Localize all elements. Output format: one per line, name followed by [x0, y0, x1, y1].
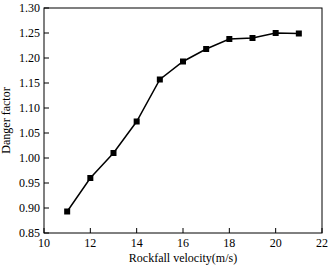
data-marker: [134, 119, 140, 125]
y-tick: [44, 208, 49, 209]
x-tick-label: 14: [131, 236, 143, 250]
y-tick-label: 1.30: [19, 1, 40, 15]
y-tick: [44, 83, 49, 84]
x-tick-label: 22: [316, 236, 328, 250]
x-tick: [136, 228, 137, 233]
y-tick-label: 1.05: [19, 126, 40, 140]
x-tick: [322, 228, 323, 233]
y-tick: [44, 58, 49, 59]
data-marker: [296, 31, 302, 37]
y-tick: [44, 183, 49, 184]
chart-svg: 101214161820220.850.900.951.001.051.101.…: [0, 0, 332, 269]
x-tick-label: 20: [270, 236, 282, 250]
x-tick-label: 12: [84, 236, 96, 250]
x-tick: [229, 228, 230, 233]
x-tick-label: 16: [177, 236, 189, 250]
y-tick-label: 0.95: [19, 176, 40, 190]
x-tick: [275, 228, 276, 233]
y-tick-label: 1.10: [19, 101, 40, 115]
y-tick-label: 0.85: [19, 226, 40, 240]
y-tick-label: 1.20: [19, 51, 40, 65]
x-tick: [183, 228, 184, 233]
chart-container: 101214161820220.850.900.951.001.051.101.…: [0, 0, 332, 269]
data-marker: [157, 77, 163, 83]
y-tick: [44, 108, 49, 109]
x-tick: [44, 228, 45, 233]
y-axis-label: Danger factor: [0, 87, 13, 153]
data-line: [67, 33, 299, 212]
y-tick-label: 0.90: [19, 201, 40, 215]
data-marker: [87, 175, 93, 181]
y-tick-label: 1.00: [19, 151, 40, 165]
y-tick: [44, 133, 49, 134]
x-tick-label: 18: [223, 236, 235, 250]
y-tick: [44, 158, 49, 159]
data-marker: [226, 36, 232, 42]
y-tick: [44, 8, 49, 9]
x-axis-label: Rockfall velocity(m/s): [129, 251, 237, 265]
y-tick-label: 1.15: [19, 76, 40, 90]
data-marker: [203, 46, 209, 52]
x-tick: [90, 228, 91, 233]
y-tick: [44, 233, 49, 234]
data-marker: [250, 35, 256, 41]
data-marker: [111, 150, 117, 156]
data-marker: [180, 59, 186, 65]
plot-data: [64, 30, 302, 215]
y-tick: [44, 33, 49, 34]
data-marker: [64, 209, 70, 215]
data-marker: [273, 30, 279, 36]
y-tick-label: 1.25: [19, 26, 40, 40]
plot-frame: [44, 8, 322, 233]
